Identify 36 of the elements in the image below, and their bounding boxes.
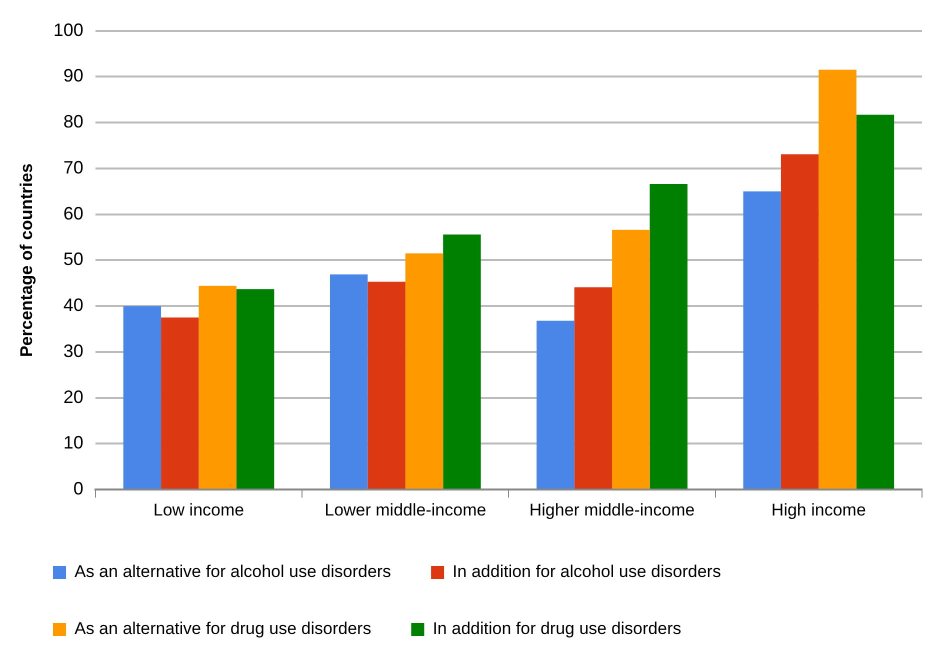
bar <box>368 282 406 489</box>
bar <box>650 184 688 489</box>
y-tick-label: 70 <box>63 157 84 178</box>
y-axis-title: Percentage of countries <box>16 163 36 358</box>
legend-label: In addition for alcohol use disorders <box>452 562 721 582</box>
bar <box>443 234 481 489</box>
bar <box>780 154 819 489</box>
x-tick-label: High income <box>771 500 866 520</box>
y-tick-label: 60 <box>63 203 84 224</box>
y-tick-label: 90 <box>63 66 84 86</box>
bar <box>198 286 236 489</box>
y-tick-label: 20 <box>63 386 84 407</box>
y-tick-label: 50 <box>63 249 84 270</box>
bar <box>405 253 444 489</box>
legend-label: In addition for drug use disorders <box>432 619 682 638</box>
x-tick-label: Higher middle-income <box>529 500 695 520</box>
bar <box>856 114 894 489</box>
bar <box>123 306 162 489</box>
bar <box>161 318 199 489</box>
bar <box>330 274 368 489</box>
bar <box>574 287 612 489</box>
bar <box>536 320 574 489</box>
y-tick-label: 0 <box>73 478 84 499</box>
bar <box>818 70 856 489</box>
x-tick-label: Low income <box>153 500 244 520</box>
x-tick-label: Lower middle-income <box>324 500 486 520</box>
y-tick-label: 100 <box>53 20 84 40</box>
bar <box>743 191 781 489</box>
legend-label: As an alternative for drug use disorders <box>74 619 372 638</box>
y-tick-label: 10 <box>63 432 84 453</box>
y-tick-label: 80 <box>63 112 84 132</box>
bar <box>236 289 274 489</box>
y-tick-label: 40 <box>63 295 84 316</box>
y-tick-label: 30 <box>63 340 84 361</box>
bar <box>612 230 650 489</box>
legend-label: As an alternative for alcohol use disorders <box>74 562 392 582</box>
